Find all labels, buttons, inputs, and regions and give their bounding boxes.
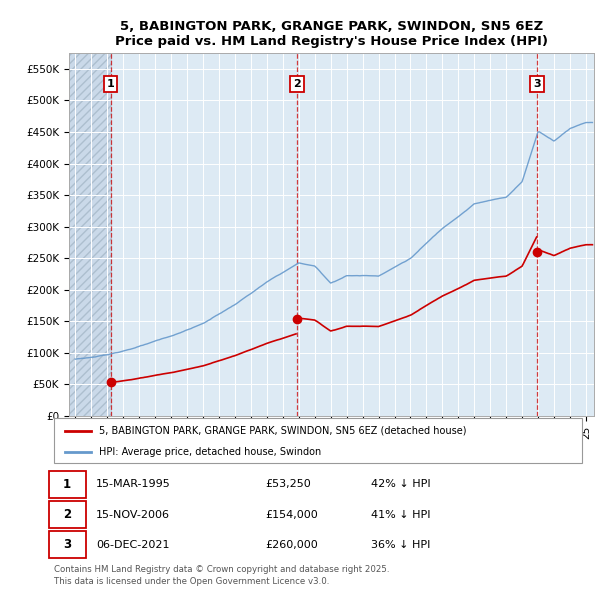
Text: 1: 1 xyxy=(107,79,115,89)
Bar xyxy=(69,53,110,416)
FancyBboxPatch shape xyxy=(49,502,86,528)
Text: 3: 3 xyxy=(63,538,71,551)
Text: HPI: Average price, detached house, Swindon: HPI: Average price, detached house, Swin… xyxy=(99,447,321,457)
Text: 06-DEC-2021: 06-DEC-2021 xyxy=(96,540,170,550)
Text: 36% ↓ HPI: 36% ↓ HPI xyxy=(371,540,430,550)
Text: £53,250: £53,250 xyxy=(265,480,311,489)
Text: 15-MAR-1995: 15-MAR-1995 xyxy=(96,480,171,489)
Title: 5, BABINGTON PARK, GRANGE PARK, SWINDON, SN5 6EZ
Price paid vs. HM Land Registry: 5, BABINGTON PARK, GRANGE PARK, SWINDON,… xyxy=(115,20,548,48)
Text: 3: 3 xyxy=(533,79,541,89)
FancyBboxPatch shape xyxy=(54,418,582,463)
Text: 15-NOV-2006: 15-NOV-2006 xyxy=(96,510,170,520)
Text: 2: 2 xyxy=(293,79,301,89)
Text: 5, BABINGTON PARK, GRANGE PARK, SWINDON, SN5 6EZ (detached house): 5, BABINGTON PARK, GRANGE PARK, SWINDON,… xyxy=(99,426,466,436)
FancyBboxPatch shape xyxy=(49,471,86,497)
Text: 1: 1 xyxy=(63,478,71,491)
FancyBboxPatch shape xyxy=(49,532,86,558)
Text: Contains HM Land Registry data © Crown copyright and database right 2025.: Contains HM Land Registry data © Crown c… xyxy=(54,565,389,573)
Text: 41% ↓ HPI: 41% ↓ HPI xyxy=(371,510,430,520)
Text: £260,000: £260,000 xyxy=(265,540,318,550)
Text: £154,000: £154,000 xyxy=(265,510,318,520)
Text: 42% ↓ HPI: 42% ↓ HPI xyxy=(371,480,430,489)
Text: 2: 2 xyxy=(63,508,71,521)
Text: This data is licensed under the Open Government Licence v3.0.: This data is licensed under the Open Gov… xyxy=(54,577,329,586)
